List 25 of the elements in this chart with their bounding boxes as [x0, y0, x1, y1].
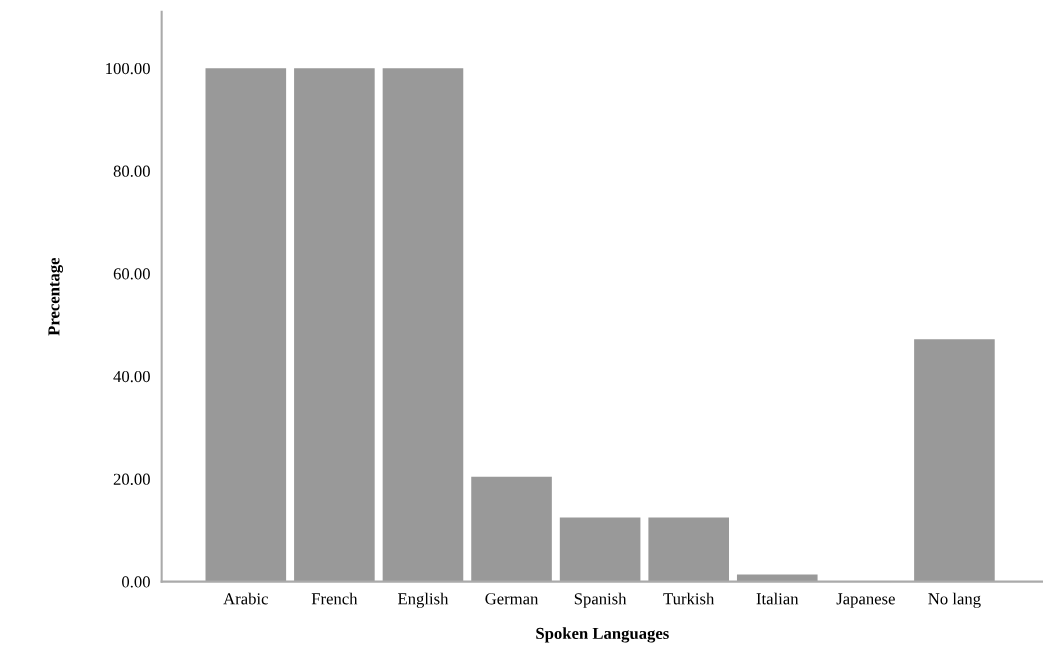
bar — [914, 339, 995, 582]
x-tick-label: No lang — [928, 592, 981, 608]
bar — [736, 574, 818, 582]
y-tick-label: 60.00 — [113, 268, 150, 280]
y-tick-label: 80.00 — [113, 165, 150, 177]
bar — [559, 517, 641, 582]
y-axis-title: Precentage — [48, 257, 64, 336]
y-tick-label: 100.00 — [106, 62, 150, 75]
bar — [294, 68, 375, 582]
x-tick-label: Italian — [756, 592, 799, 605]
bar — [382, 68, 464, 582]
x-tick-label: Turkish — [663, 592, 715, 605]
x-tick-label: Spanish — [574, 592, 627, 608]
x-tick-label: French — [311, 592, 358, 605]
bar — [471, 476, 552, 582]
x-tick-label: Japanese — [836, 593, 895, 608]
x-tick-label: English — [397, 592, 449, 608]
x-tick-label: Arabic — [223, 592, 268, 605]
x-axis-title: Spoken Languages — [536, 627, 669, 643]
bar — [648, 517, 729, 582]
x-tick-label: German — [485, 593, 539, 605]
y-tick-label: 0.00 — [122, 576, 150, 588]
bar — [205, 68, 287, 582]
y-tick-label: 40.00 — [113, 370, 150, 383]
y-tick-label: 20.00 — [113, 473, 150, 485]
